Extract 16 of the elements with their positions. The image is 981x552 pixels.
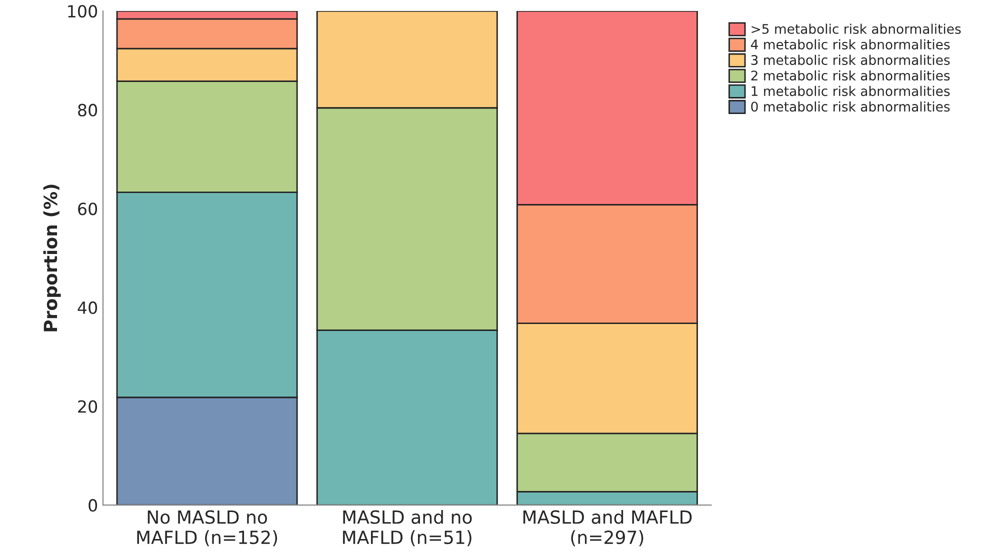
y-axis-title: Proportion (%) [43,184,61,332]
legend-label: 3 metabolic risk abnormalities [751,54,950,66]
legend-label: 4 metabolic risk abnormalities [750,39,950,50]
y-tick-label: 80 [78,104,98,116]
y-tick-label: 60 [78,202,98,216]
legend-label: 2 metabolic risk abnormalities [751,70,950,81]
x-tick-label: No MASLD no MAFLD (n=152) [137,510,278,546]
y-tick-label: 40 [78,301,98,314]
legend-label: 1 metabolic risk abnormalities [752,86,950,96]
legend-label: 0 metabolic risk abnormalities [751,101,950,112]
y-tick-label: 0 [88,499,98,512]
y-tick-label: 100 [68,5,98,18]
x-tick-label: MASLD and MAFLD (n=297) [523,510,692,546]
x-tick-label: MASLD and no MAFLD (n=51) [343,510,472,546]
legend-label: >5 metabolic risk abnormalities [752,24,961,34]
y-tick-label: 20 [78,400,98,413]
